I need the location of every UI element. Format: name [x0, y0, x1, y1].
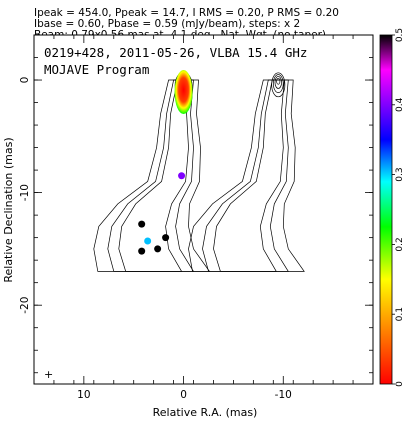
- pol-feature: [162, 234, 170, 242]
- y-tick-label: -20: [19, 297, 31, 314]
- pol-contour: [188, 79, 305, 272]
- x-tick-label: 0: [180, 389, 187, 401]
- pol-feature: [144, 237, 152, 245]
- x-tick-label: 10: [77, 389, 90, 401]
- chart-title-line2: MOJAVE Program: [44, 62, 149, 77]
- colorbar-tick-label: 0.4: [395, 97, 405, 112]
- core-pol-fill: [174, 70, 193, 115]
- axis-ticks: [33, 34, 374, 384]
- colorbar-tick-label: 0.1: [395, 307, 405, 321]
- y-tick-label: 0: [19, 77, 31, 84]
- pol-feature: [154, 245, 162, 253]
- tick-labels: 10 0 -10 0 -10 -20: [19, 77, 292, 401]
- pol-core-contour: [274, 76, 282, 89]
- pol-core-contour: [276, 77, 281, 85]
- pol-feature: [178, 172, 186, 180]
- colorbar-tick-label: 0.3: [395, 167, 405, 181]
- data-marks: +: [44, 70, 193, 381]
- colorbar-tick-label: 0.5: [395, 28, 405, 42]
- beam-marker: +: [44, 368, 53, 381]
- pol-core-contour: [272, 74, 284, 93]
- pol-feature: [138, 220, 146, 228]
- colorbar-tick-label: 0.2: [395, 237, 405, 251]
- pol-feature: [138, 247, 146, 255]
- header-line-2: Ibase = 0.60, Pbase = 0.59 (mJy/beam), s…: [34, 18, 301, 30]
- colorbar: [379, 34, 393, 385]
- plot-frame: [33, 34, 374, 385]
- header-line-1: Ipeak = 454.0, Ppeak = 14.7, I RMS = 0.2…: [34, 7, 339, 19]
- colorbar-ticks: 0 0.1 0.2 0.3 0.4 0.5: [392, 28, 405, 387]
- x-tick-label: -10: [275, 389, 292, 401]
- y-axis-label: Relative Declination (mas): [2, 137, 15, 282]
- pol-core-contour: [271, 72, 286, 98]
- y-tick-label: -10: [19, 184, 31, 201]
- chart-title-line1: 0219+428, 2011-05-26, VLBA 15.4 GHz: [44, 45, 307, 60]
- x-axis-label: Relative R.A. (mas): [153, 406, 258, 419]
- colorbar-tick-label: 0: [395, 381, 405, 387]
